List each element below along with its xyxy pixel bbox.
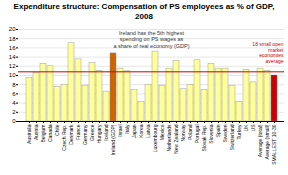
svg-text:Australia: Australia — [26, 124, 32, 144]
svg-text:Hungary: Hungary — [96, 124, 102, 143]
svg-text:Netherlands: Netherlands — [166, 124, 172, 151]
svg-text:Turkey: Turkey — [236, 124, 242, 140]
svg-text:6: 6 — [12, 91, 16, 97]
svg-text:Japan: Japan — [131, 124, 137, 138]
svg-text:Germany: Germany — [82, 124, 88, 145]
svg-text:Ireland (GDP): Ireland (GDP) — [110, 124, 116, 155]
svg-text:UK: UK — [243, 124, 249, 132]
svg-text:New Zealand: New Zealand — [173, 124, 179, 154]
svg-text:18 small openmarketeconomiesav: 18 small openmarketeconomiesaverage — [252, 41, 284, 64]
svg-text:Slovenia: Slovenia — [208, 124, 214, 143]
svg-text:Poland: Poland — [187, 124, 193, 140]
svg-text:Italy: Italy — [124, 124, 130, 134]
svg-text:Switzerland: Switzerland — [229, 124, 235, 150]
svg-text:US: US — [250, 124, 256, 132]
svg-text:Canada: Canada — [47, 124, 53, 142]
html-text:Expenditure structure: Compens: Expenditure structure: Compensation of P… — [13, 2, 275, 21]
svg-text:16: 16 — [9, 45, 16, 51]
svg-text:14: 14 — [9, 54, 16, 60]
svg-text:Average (small): Average (small) — [264, 124, 270, 159]
svg-text:12: 12 — [9, 63, 16, 69]
svg-text:Spain: Spain — [215, 124, 221, 137]
svg-text:Latvia: Latvia — [145, 124, 151, 138]
svg-text:Average (total): Average (total) — [257, 124, 263, 157]
svg-text:Slovak Rep.: Slovak Rep. — [201, 125, 207, 152]
svg-text:Korea: Korea — [138, 124, 144, 138]
svg-text:Portugal: Portugal — [194, 125, 200, 144]
svg-text:2: 2 — [12, 109, 16, 115]
svg-text:Czech Rep.: Czech Rep. — [61, 125, 67, 151]
svg-text:0: 0 — [12, 118, 16, 124]
svg-text:Luxembourg: Luxembourg — [152, 124, 158, 152]
svg-text:Greece: Greece — [89, 124, 95, 141]
svg-text:20: 20 — [9, 26, 16, 32]
svg-text:Norway: Norway — [180, 124, 186, 141]
svg-text:Israel: Israel — [117, 125, 123, 137]
svg-text:Sweden: Sweden — [222, 124, 228, 142]
svg-text:18: 18 — [9, 36, 16, 42]
svg-text:10: 10 — [9, 72, 16, 78]
svg-text:France: France — [75, 124, 81, 140]
svg-text:Denmark: Denmark — [68, 124, 74, 145]
svg-text:8: 8 — [12, 82, 16, 88]
svg-text:Ireland has the 5th highestspe: Ireland has the 5th highestspending on P… — [113, 30, 189, 49]
svg-text:Mexico: Mexico — [159, 124, 165, 140]
svg-text:Chile: Chile — [54, 124, 60, 136]
svg-text:Austria: Austria — [33, 124, 39, 140]
svg-text:Iceland: Iceland — [103, 124, 109, 140]
svg-text:Belgium: Belgium — [40, 125, 46, 143]
svg-text:4: 4 — [12, 100, 16, 106]
svg-text:SMALLEST 10-30: SMALLEST 10-30 — [271, 124, 277, 164]
